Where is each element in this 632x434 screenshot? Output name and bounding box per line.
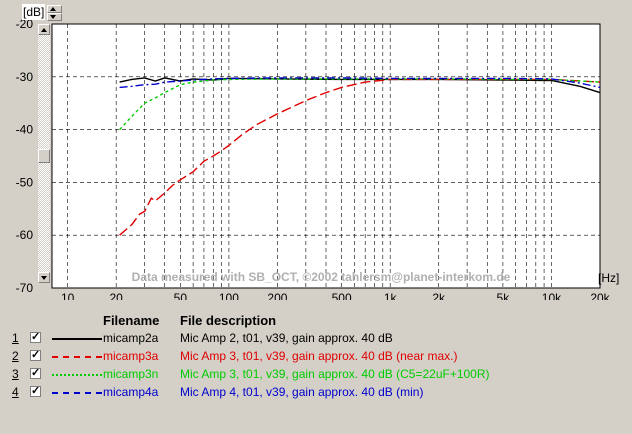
unit-spinner[interactable]	[47, 5, 62, 21]
legend-line-sample	[52, 392, 102, 394]
series-line-micamp4a	[119, 77, 601, 89]
y-tick-label: -20	[16, 17, 34, 31]
spin-down-button[interactable]	[47, 13, 62, 21]
legend-row-number: 3	[12, 367, 19, 381]
legend-row-number: 4	[12, 385, 19, 399]
x-tick-label: 20k	[590, 291, 610, 300]
y-tick-label: -40	[16, 123, 34, 137]
legend-description: Mic Amp 3, t01, v39, gain approx. 40 dB …	[180, 367, 490, 381]
x-tick-label: 100	[219, 291, 239, 300]
series-line-micamp2a	[119, 77, 601, 94]
legend-description: Mic Amp 4, t01, v39, gain approx. 40 dB …	[180, 385, 424, 399]
legend-filename: micamp3n	[103, 367, 159, 381]
x-tick-label: 2k	[432, 291, 446, 300]
legend-row: 3 micamp3n Mic Amp 3, t01, v39, gain appro…	[0, 365, 632, 383]
legend-header-filename: Filename	[103, 313, 160, 328]
grid	[52, 24, 601, 288]
legend-description: Mic Amp 2, t01, v39, gain approx. 40 dB	[180, 331, 393, 345]
x-tick-label: 1k	[384, 291, 398, 300]
spin-up-button[interactable]	[47, 5, 62, 13]
legend-visibility-checkbox[interactable]	[30, 366, 41, 379]
frequency-response-chart: -20 -30 -40 -50 -60 -70 10 20 50 100 200 500 1k 2k 5k…	[16, 17, 611, 300]
legend-row: 4 micamp4a Mic Amp 4, t01, v39, gain appro…	[0, 383, 632, 401]
y-tick-label: -70	[16, 281, 34, 295]
x-tick-label: 5k	[497, 291, 511, 300]
legend-filename: micamp3a	[103, 349, 159, 363]
series-line-micamp3n	[119, 78, 601, 131]
x-tick-label: 200	[267, 291, 287, 300]
legend-filename: micamp2a	[103, 331, 159, 345]
x-axis: 10 20 50 100 200 500 1k 2k 5k 10k 20k	[61, 291, 611, 300]
series-group	[119, 77, 601, 236]
watermark: Data measured with SB_OCT, ©2002 tahlers…	[132, 270, 511, 284]
legend-visibility-checkbox[interactable]	[30, 384, 41, 397]
legend-row: 1 micamp2a Mic Amp 2, t01, v39, gain appro…	[0, 329, 632, 347]
legend-visibility-checkbox[interactable]	[30, 330, 41, 343]
legend-visibility-checkbox[interactable]	[30, 348, 41, 361]
scroll-thumb[interactable]	[38, 149, 50, 163]
y-tick-label: -30	[16, 70, 34, 84]
legend-line-sample	[52, 338, 102, 340]
legend-line-sample	[52, 374, 102, 376]
x-tick-label: 500	[332, 291, 352, 300]
scroll-up-button[interactable]	[38, 24, 50, 35]
legend-row-number: 1	[12, 331, 19, 345]
x-tick-label: 50	[174, 291, 188, 300]
x-tick-label: 20	[109, 291, 123, 300]
legend-line-sample	[52, 356, 102, 358]
legend-description: Mic Amp 3, t01, v39, gain approx. 40 dB …	[180, 349, 458, 363]
x-unit-label: [Hz]	[598, 271, 620, 285]
x-tick-label: 10k	[542, 291, 562, 300]
y-tick-label: -50	[16, 175, 34, 189]
scroll-down-button[interactable]	[38, 272, 50, 283]
y-axis: -20 -30 -40 -50 -60 -70	[16, 17, 34, 295]
legend-header-description: File description	[180, 313, 277, 328]
legend-row: 2 micamp3a Mic Amp 3, t01, v39, gain appro…	[0, 347, 632, 365]
legend-filename: micamp4a	[103, 385, 159, 399]
y-unit-label: [dB]	[22, 4, 46, 20]
x-tick-label: 10	[61, 291, 75, 300]
legend-row-number: 2	[12, 349, 19, 363]
y-tick-label: -60	[16, 228, 34, 242]
